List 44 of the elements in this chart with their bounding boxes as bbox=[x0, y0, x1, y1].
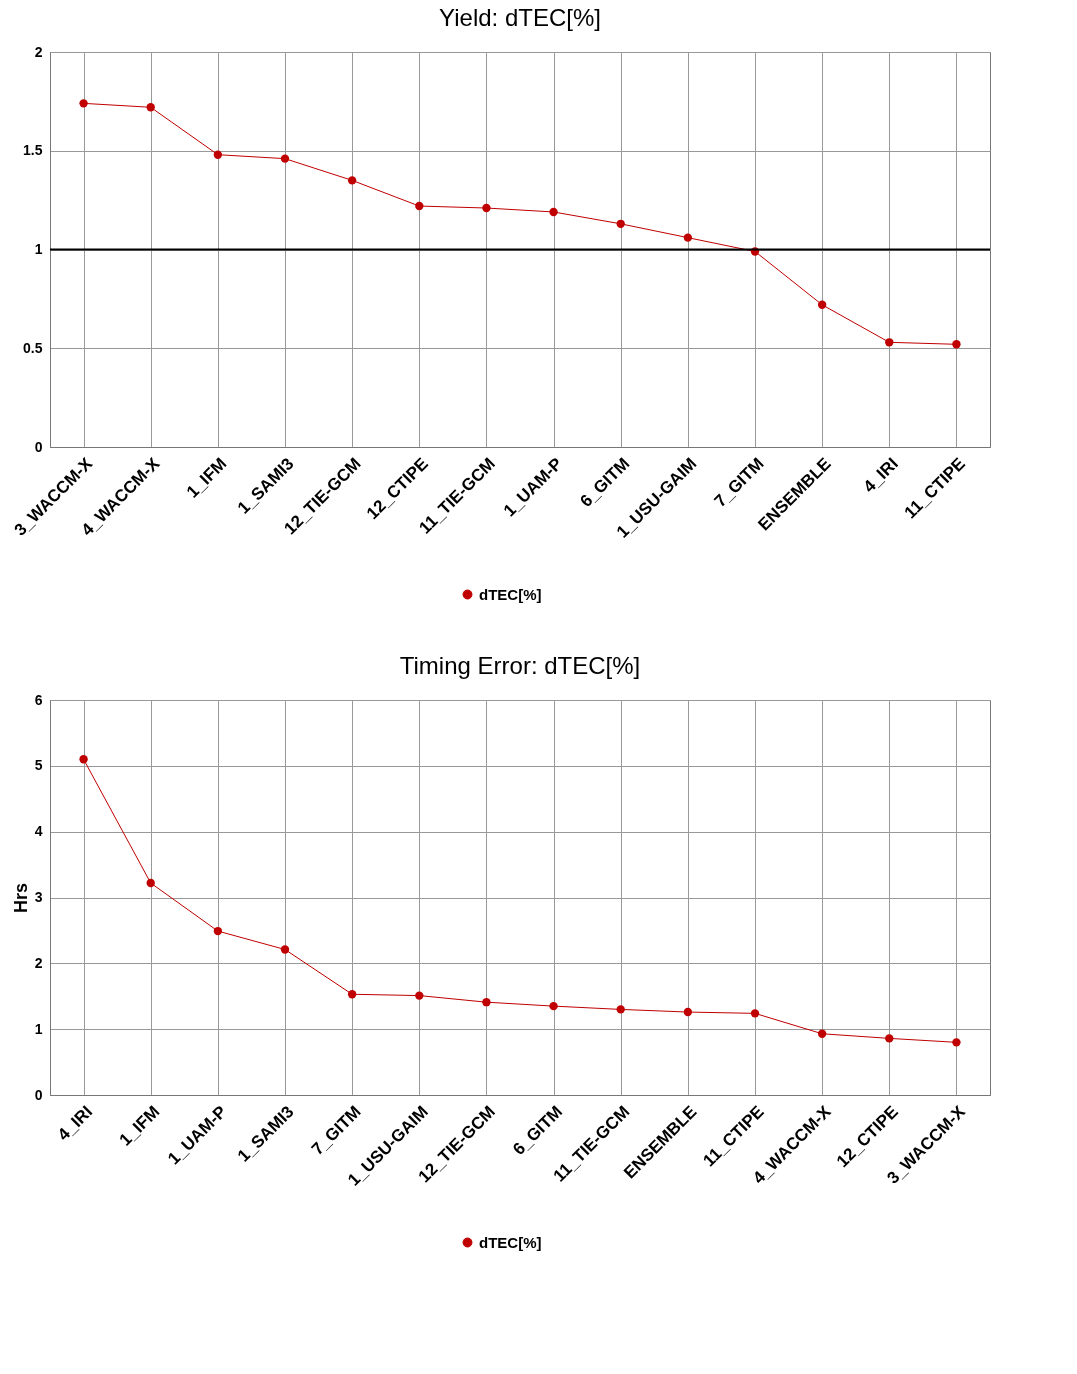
point bbox=[616, 219, 625, 228]
point bbox=[79, 99, 88, 108]
point bbox=[213, 150, 223, 159]
y-tick-label: 1 bbox=[34, 241, 43, 257]
legend-label: dTEC[%] bbox=[479, 585, 542, 603]
point bbox=[415, 991, 424, 1000]
point bbox=[146, 103, 155, 112]
point bbox=[952, 340, 961, 349]
point bbox=[817, 300, 827, 309]
y-tick-label: 1.5 bbox=[23, 142, 43, 159]
point bbox=[146, 878, 155, 888]
point bbox=[213, 926, 223, 936]
y-tick-label: 4 bbox=[34, 823, 43, 840]
point bbox=[817, 1029, 827, 1038]
y-tick-label: 0 bbox=[34, 1086, 43, 1103]
y-tick-label: 5 bbox=[34, 757, 43, 774]
point bbox=[549, 1001, 558, 1011]
y-tick-label: 6 bbox=[34, 691, 43, 708]
point bbox=[885, 1034, 894, 1043]
y-axis-title: Hrs bbox=[10, 882, 31, 914]
point bbox=[683, 233, 693, 242]
point bbox=[683, 1007, 693, 1017]
y-tick-label: 0 bbox=[34, 438, 43, 455]
point bbox=[750, 1009, 760, 1018]
point bbox=[280, 945, 290, 954]
point bbox=[280, 154, 290, 163]
point bbox=[482, 998, 491, 1007]
point bbox=[549, 207, 558, 217]
point bbox=[885, 338, 894, 347]
chart-title: Timing Error: dTEC[%] bbox=[399, 652, 641, 679]
legend-label: dTEC[%] bbox=[479, 1233, 542, 1251]
point bbox=[79, 755, 88, 764]
point bbox=[347, 176, 357, 185]
point bbox=[952, 1038, 961, 1047]
y-tick-label: 2 bbox=[34, 43, 43, 60]
point bbox=[616, 1005, 625, 1014]
point bbox=[415, 201, 424, 211]
y-tick-label: 2 bbox=[34, 954, 43, 971]
chart-title: Yield: dTEC[%] bbox=[439, 4, 601, 31]
y-tick-label: 3 bbox=[34, 889, 43, 905]
point bbox=[482, 203, 491, 213]
y-tick-label: 1 bbox=[34, 1020, 43, 1037]
point bbox=[347, 990, 357, 999]
y-tick-label: 0.5 bbox=[23, 339, 43, 356]
